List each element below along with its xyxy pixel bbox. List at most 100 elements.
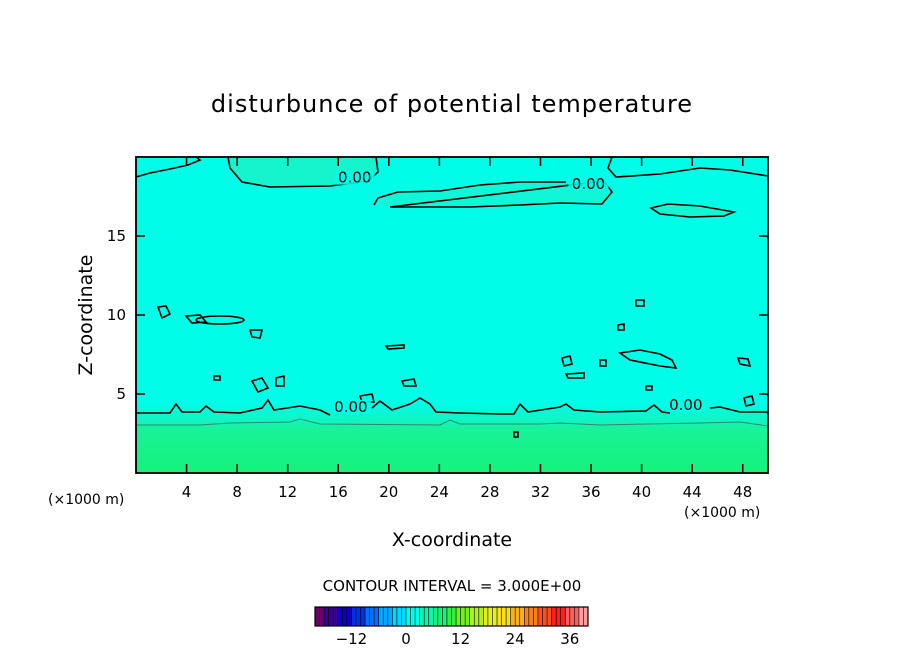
colorbar-cell: [342, 607, 348, 626]
contour-labels: 0.00 0.00 0.00 0.00: [330, 169, 706, 416]
x-tick-label: 44: [683, 483, 702, 501]
contour-label-bg: [568, 177, 609, 192]
contour-blob: [561, 355, 573, 367]
colorbar-cell: [569, 607, 575, 626]
contour-blob: [275, 374, 285, 387]
colorbar-cell: [406, 607, 412, 626]
colorbar-cell: [346, 607, 352, 626]
contour-blob: [599, 359, 607, 367]
colorbar-cell: [537, 607, 543, 626]
colorbar-cell: [456, 607, 462, 626]
chart-title: disturbunce of potential temperature: [211, 90, 693, 118]
colorbar-cell: [469, 607, 475, 626]
colorbar-cell: [378, 607, 384, 626]
contour-blob: [195, 315, 245, 325]
colorbar-cell: [401, 607, 407, 626]
colorbar-cell: [574, 607, 580, 626]
x-tick-label: 4: [182, 483, 192, 501]
x-tick-label: 8: [232, 483, 242, 501]
contour-blob: [513, 431, 519, 438]
contour-value-label: 0.00: [338, 169, 371, 187]
colorbar-cell: [355, 607, 361, 626]
colorbar-cell: [319, 607, 325, 626]
x-unit-label: (×1000 m): [684, 505, 760, 521]
colorbar-cell: [524, 607, 530, 626]
colorbar-cell: [501, 607, 507, 626]
y-tick-label: 5: [116, 385, 126, 403]
colorbar-cell: [442, 607, 448, 626]
colorbar-cell: [369, 607, 375, 626]
contour-blob: [213, 375, 221, 381]
contour-lower: [136, 397, 768, 416]
contour-right-island: [649, 203, 737, 218]
colorbar-cell: [337, 607, 343, 626]
contour-blob: [250, 377, 270, 394]
x-tick-label: 40: [632, 483, 651, 501]
colorbar-cell: [465, 607, 471, 626]
colorbar-cell: [542, 607, 548, 626]
colorbar-cell: [528, 607, 534, 626]
contour-blob: [156, 305, 172, 320]
x-tick-label: 32: [531, 483, 550, 501]
contour-blob: [384, 344, 405, 350]
contour-blob: [617, 349, 678, 369]
colorbar-cell: [333, 607, 339, 626]
contour-blob: [248, 329, 264, 339]
contour-blob: [400, 378, 418, 387]
colorbar-cell: [460, 607, 466, 626]
colorbar-cell: [315, 607, 321, 626]
contours: [136, 157, 768, 438]
colorbar-cell: [415, 607, 421, 626]
contour-blob: [564, 372, 585, 379]
contour-value-label: 0.00: [334, 398, 367, 416]
contour-blob: [184, 314, 208, 324]
contour-blob: [743, 395, 755, 407]
contour-label-bg: [334, 170, 375, 185]
colorbar-cell: [433, 607, 439, 626]
y-axis-label: Z-coordinate: [75, 255, 97, 376]
colorbar-cell: [324, 607, 330, 626]
y-tick-label: 15: [107, 227, 126, 245]
colorbar-frame: [314, 606, 589, 627]
contour-lower-thin: [136, 418, 768, 427]
x-axis-ticks: 4 8 12 16 20 24 28 32 36 40 44 48: [182, 157, 752, 501]
contour-blob: [617, 323, 625, 331]
colorbar-tick-label: 36: [560, 630, 579, 648]
top-patch-right: [651, 204, 734, 216]
colorbar-tick-label: 12: [451, 630, 470, 648]
x-tick-label: 36: [581, 483, 600, 501]
x-tick-label: 16: [329, 483, 348, 501]
colorbar-cell: [510, 607, 516, 626]
colorbar-cell: [446, 607, 452, 626]
colorbar-cell: [383, 607, 389, 626]
contour-interval-label: CONTOUR INTERVAL = 3.000E+00: [323, 577, 582, 595]
colorbar-cell: [365, 607, 371, 626]
x-tick-label: 28: [480, 483, 499, 501]
colorbar-cell: [578, 607, 584, 626]
colorbar-cell: [360, 607, 366, 626]
colorbar-cell: [556, 607, 562, 626]
colorbar-cell: [392, 607, 398, 626]
y-tick-label: 10: [107, 306, 126, 324]
y-axis-ticks: 5 10 15: [107, 227, 768, 403]
colorbar-cell: [437, 607, 443, 626]
colorbar-tick-label: −12: [336, 630, 368, 648]
x-tick-label: 20: [379, 483, 398, 501]
colorbar-tick-label: 0: [401, 630, 411, 648]
colorbar-cell: [497, 607, 503, 626]
colorbar-cell: [478, 607, 484, 626]
colorbar-cell: [487, 607, 493, 626]
colorbar-cell: [351, 607, 357, 626]
colorbar-cell: [451, 607, 457, 626]
x-tick-label: 12: [278, 483, 297, 501]
colorbar-cell: [506, 607, 512, 626]
colorbar-cell: [474, 607, 480, 626]
contour-blob: [645, 385, 653, 391]
contour-label-bg: [330, 399, 371, 414]
colorbar-cell: [428, 607, 434, 626]
contour-blob: [736, 357, 752, 368]
x-tick-label: 48: [733, 483, 752, 501]
colorbar-cell: [551, 607, 557, 626]
contour-value-label: 0.00: [669, 396, 702, 414]
